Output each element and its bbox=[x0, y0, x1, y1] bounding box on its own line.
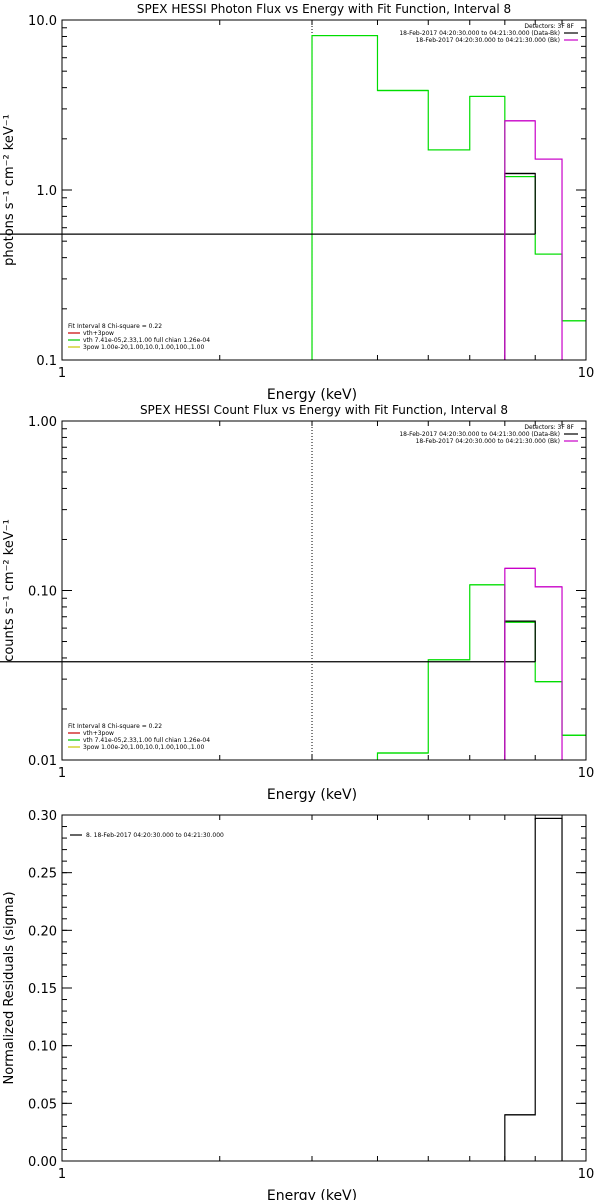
x-tick-label: 1 bbox=[58, 1167, 66, 1182]
x-axis-label: Energy (keV) bbox=[267, 787, 357, 803]
chart-title: SPEX HESSI Photon Flux vs Energy with Fi… bbox=[137, 2, 511, 16]
x-axis-label: Energy (keV) bbox=[267, 1188, 357, 1200]
legend-header: Detectors: 3F 8F bbox=[524, 23, 574, 30]
legend-entry: vth+3pow bbox=[83, 730, 114, 737]
legend-entry: vth 7.41e-05,2.33,1.00 full chian 1.26e-… bbox=[83, 337, 210, 344]
x-tick-label: 1 bbox=[58, 366, 66, 381]
x-tick-label: 10 bbox=[578, 366, 595, 381]
y-axis-label: Normalized Residuals (sigma) bbox=[2, 891, 17, 1084]
legend-entry: 18-Feb-2017 04:20:30.000 to 04:21:30.000… bbox=[416, 438, 560, 445]
y-axis-label: counts s⁻¹ cm⁻² keV⁻¹ bbox=[2, 519, 17, 662]
y-axis-label: photons s⁻¹ cm⁻² keV⁻¹ bbox=[2, 114, 17, 266]
x-tick-label: 1 bbox=[58, 766, 66, 781]
y-tick-label: 0.10 bbox=[28, 585, 57, 600]
histogram-series-1 bbox=[311, 34, 586, 360]
legend-entry: 18-Feb-2017 04:20:30.000 to 04:21:30.000… bbox=[399, 431, 560, 438]
y-tick-label: 0.1 bbox=[36, 354, 57, 369]
histogram-series-2 bbox=[0, 172, 536, 360]
legend-entry: 18-Feb-2017 04:20:30.000 to 04:21:30.000… bbox=[416, 37, 560, 44]
series-outline bbox=[504, 567, 563, 760]
y-tick-label: 0.10 bbox=[28, 1040, 57, 1055]
y-tick-label: 0.00 bbox=[28, 1155, 57, 1170]
y-tick-label: 1.0 bbox=[36, 184, 57, 199]
legend-header: Fit Interval 8 Chi-square = 0.22 bbox=[68, 723, 162, 730]
histogram-series-3 bbox=[504, 120, 563, 360]
minor-ticks bbox=[62, 421, 586, 760]
y-tick-label: 10.0 bbox=[28, 14, 57, 29]
series-outline bbox=[504, 172, 536, 360]
series-outline bbox=[504, 817, 563, 1161]
legend-header: Fit Interval 8 Chi-square = 0.22 bbox=[68, 323, 162, 330]
x-tick-label: 10 bbox=[578, 766, 595, 781]
plot-frame bbox=[61, 420, 587, 761]
plot-frame bbox=[61, 814, 587, 1162]
histogram-series-2 bbox=[0, 620, 536, 760]
y-tick-label: 0.05 bbox=[28, 1097, 57, 1112]
plot-frame bbox=[61, 19, 587, 361]
histogram-series-1 bbox=[376, 584, 586, 760]
legend-fit: Fit Interval 8 Chi-square = 0.22vth+3pow… bbox=[68, 323, 210, 351]
series-outline bbox=[504, 120, 563, 360]
legend-fit: Fit Interval 8 Chi-square = 0.22vth+3pow… bbox=[68, 723, 210, 751]
chart-panel-3: 1 10 0.00 0.05 0.10 0.15 0.20 0.25 0.30 Energy (k… bbox=[2, 809, 594, 1200]
chart-title: SPEX HESSI Count Flux vs Energy with Fit… bbox=[140, 403, 508, 417]
y-tick-label: 0.01 bbox=[28, 754, 57, 769]
series-outline bbox=[311, 34, 586, 360]
minor-ticks bbox=[62, 20, 586, 360]
chart-panel-2: SPEX HESSI Count Flux vs Energy with Fit… bbox=[0, 403, 594, 803]
legend-entry: vth 7.41e-05,2.33,1.00 full chian 1.26e-… bbox=[83, 737, 210, 744]
histogram-series-1 bbox=[504, 817, 563, 1161]
minor-ticks bbox=[62, 814, 586, 1162]
series-outline bbox=[376, 584, 586, 760]
y-tick-label: 0.20 bbox=[28, 924, 57, 939]
legend-entry: 3pow 1.00e-20,1.00,10.0,1.00,100.,1.00 bbox=[83, 744, 204, 751]
legend-top: 8. 18-Feb-2017 04:20:30.000 to 04:21:30.… bbox=[70, 832, 224, 839]
legend-entry: vth+3pow bbox=[83, 330, 114, 337]
series-outline bbox=[504, 620, 536, 760]
legend-header: Detectors: 3F 8F bbox=[524, 424, 574, 431]
chart-panel-1: SPEX HESSI Photon Flux vs Energy with Fi… bbox=[0, 2, 594, 403]
legend-entry: 8. 18-Feb-2017 04:20:30.000 to 04:21:30.… bbox=[86, 832, 224, 839]
y-tick-label: 0.30 bbox=[28, 809, 57, 824]
x-axis-label: Energy (keV) bbox=[267, 387, 357, 403]
y-tick-label: 0.15 bbox=[28, 982, 57, 997]
legend-entry: 3pow 1.00e-20,1.00,10.0,1.00,100.,1.00 bbox=[83, 344, 204, 351]
y-tick-label: 0.25 bbox=[28, 867, 57, 882]
histogram-series-3 bbox=[504, 567, 563, 760]
x-tick-label: 10 bbox=[578, 1167, 595, 1182]
y-tick-label: 1.00 bbox=[28, 415, 57, 430]
legend-entry: 18-Feb-2017 04:20:30.000 to 04:21:30.000… bbox=[399, 30, 560, 37]
